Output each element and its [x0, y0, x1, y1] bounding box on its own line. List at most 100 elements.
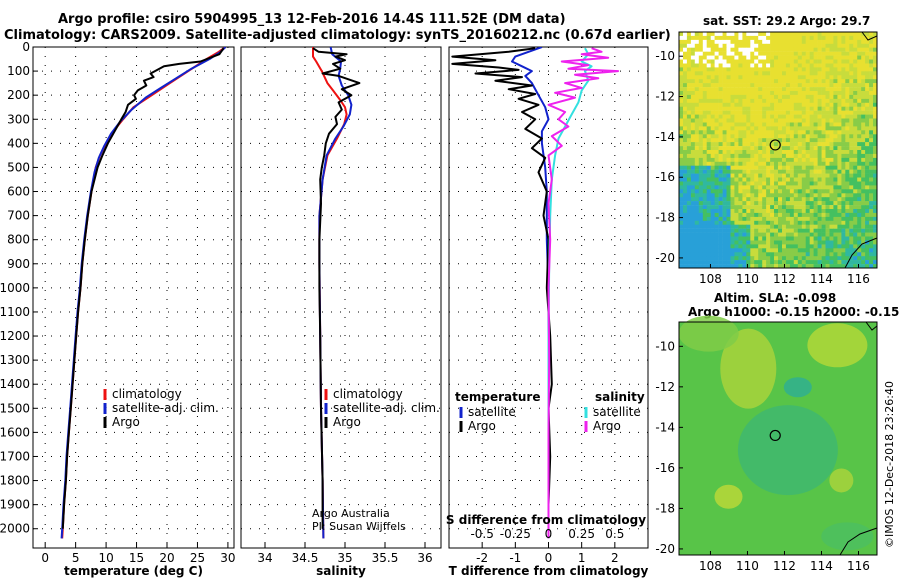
sst-cell [718, 63, 723, 68]
sst-cell [734, 169, 739, 174]
sst-cell [746, 256, 751, 261]
sst-cell [762, 209, 767, 214]
header-line-1: Argo profile: csiro 5904995_13 12-Feb-20… [58, 12, 566, 27]
sst-cell [857, 98, 862, 104]
sst-cell [782, 150, 787, 155]
sst-cell [833, 216, 838, 222]
sst-cell [710, 153, 715, 159]
sst-cell [738, 138, 743, 143]
sst-cell [869, 91, 874, 96]
sst-cell [857, 130, 862, 135]
sst-cell [770, 256, 775, 261]
sst-cell [845, 256, 850, 261]
sst-cell [805, 189, 810, 194]
sst-cell [869, 130, 874, 135]
sst-cell [873, 201, 878, 206]
sst-cell [873, 244, 878, 249]
sst-cell [750, 197, 755, 202]
sst-cell [722, 63, 727, 68]
map-y-tick-label: -18 [655, 211, 675, 225]
sst-cell [686, 264, 692, 269]
sst-cell [726, 87, 731, 92]
sst-cell [694, 51, 700, 56]
sst-cell [789, 248, 795, 253]
sst-cell [785, 91, 791, 96]
sst-cell [845, 35, 850, 41]
sst-cell [789, 216, 795, 222]
sst-cell [797, 252, 803, 257]
sst-cell [766, 79, 771, 84]
sst-cell [778, 83, 783, 88]
sst-cell [845, 47, 850, 52]
sst-cell [738, 47, 743, 52]
sst-cell [801, 228, 807, 233]
sst-cell [813, 240, 818, 245]
sst-cell [789, 75, 795, 80]
sst-cell [793, 201, 799, 206]
sst-cell [833, 157, 838, 163]
sst-cell [770, 161, 775, 166]
sst-cell [774, 51, 779, 56]
sst-cell [679, 55, 684, 60]
sst-cell [829, 47, 834, 52]
sst-cell [817, 201, 822, 206]
sst-cell [738, 71, 743, 76]
sst-cell [746, 173, 751, 178]
sst-cell [738, 212, 743, 218]
sst-cell [829, 122, 834, 127]
sst-cell [686, 110, 692, 115]
sst-cell [750, 248, 755, 253]
sst-cell [770, 220, 775, 225]
coastline [839, 527, 878, 556]
sst-cell [841, 228, 846, 233]
sst-cell [742, 106, 747, 111]
sst-cell [865, 55, 870, 60]
sst-cell [714, 32, 719, 37]
sst-cell [718, 79, 723, 84]
sst-cell [873, 248, 878, 253]
sst-cell [746, 39, 751, 45]
sst-cell [718, 134, 723, 139]
sst-cell [829, 185, 834, 190]
y-tick-label: 1400 [0, 377, 30, 391]
sst-cell [865, 256, 870, 261]
sst-cell [849, 55, 854, 60]
sst-cell [683, 71, 688, 76]
sst-cell [837, 232, 842, 237]
sst-cell [722, 157, 727, 163]
sst-cell [762, 134, 767, 139]
header-line-2: Climatology: CARS2009. Satellite-adjuste… [4, 28, 671, 43]
sst-cell [841, 185, 846, 190]
sst-cell [782, 122, 787, 127]
sst-cell [702, 94, 708, 100]
sst-cell [734, 122, 739, 127]
sst-cell [829, 193, 834, 198]
sst-cell [679, 189, 684, 194]
sst-cell [706, 181, 711, 186]
sst-cell [726, 118, 731, 123]
sst-cell [782, 197, 787, 202]
sst-cell [841, 146, 846, 151]
sst-cell [738, 83, 743, 88]
sst-cell [698, 224, 704, 229]
sst-cell [853, 252, 858, 257]
sst-cell [849, 157, 854, 163]
sst-cell [797, 232, 803, 237]
sst-cell [829, 169, 834, 174]
sst-cell [694, 197, 700, 202]
sst-cell [853, 256, 858, 261]
sst-cell [789, 181, 795, 186]
sst-cell [861, 79, 866, 84]
sst-cell [679, 32, 684, 37]
sst-cell [797, 102, 803, 107]
sst-cell [710, 67, 715, 72]
sst-cell [706, 126, 711, 131]
sst-cell [873, 43, 878, 48]
sst-cell [857, 153, 862, 159]
sst-cell [829, 189, 834, 194]
sst-cell [690, 185, 696, 190]
sst-cell [706, 205, 711, 210]
sst-cell [742, 236, 747, 241]
sst-cell [698, 181, 704, 186]
sst-cell [793, 51, 799, 56]
